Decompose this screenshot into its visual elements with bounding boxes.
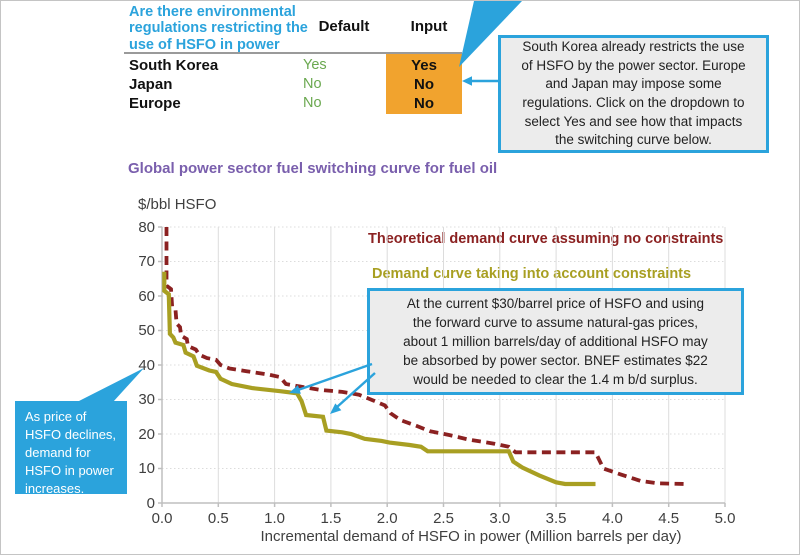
legend-constrained-curve: Demand curve taking into account constra… xyxy=(372,266,692,282)
default-value-south-korea: Yes xyxy=(303,57,327,73)
input-column-highlight xyxy=(386,54,462,114)
x-tick-label: 1.0 xyxy=(264,510,286,527)
y-tick-label: 50 xyxy=(138,322,155,339)
country-label-europe: Europe xyxy=(129,95,181,112)
chart-axes xyxy=(158,226,726,507)
y-tick-label: 70 xyxy=(138,253,155,270)
callout-price-note: At the current $30/barrel price of HSFO … xyxy=(367,288,744,395)
y-tick-label: 80 xyxy=(138,218,155,236)
x-tick-label: 4.0 xyxy=(601,510,623,527)
table-row: Europe No No xyxy=(1,94,799,113)
input-dropdown-europe[interactable]: No xyxy=(414,95,434,112)
default-value-europe: No xyxy=(303,95,322,111)
x-tick-label: 4.5 xyxy=(658,510,680,527)
table-header-rule xyxy=(124,52,462,54)
legend-theoretical-curve: Theoretical demand curve assuming no con… xyxy=(368,231,724,247)
x-tick-label: 2.5 xyxy=(433,510,454,527)
callout-regulation-note: South Korea already restricts the use of… xyxy=(498,35,769,153)
x-axis-title: Incremental demand of HSFO in power (Mil… xyxy=(260,528,682,545)
y-axis-unit-label: $/bbl HSFO xyxy=(138,196,217,213)
x-tick-label: 5.0 xyxy=(714,510,736,527)
y-tick-label: 0 xyxy=(146,494,155,512)
country-label-japan: Japan xyxy=(129,76,173,93)
column-header-input: Input xyxy=(410,18,448,35)
regulation-question-label: Are there environmental regulations rest… xyxy=(129,4,308,53)
series-constrained xyxy=(162,271,596,487)
table-row: South Korea Yes Yes xyxy=(1,56,799,75)
x-tick-label: 0.5 xyxy=(207,510,229,527)
x-tick-label: 2.0 xyxy=(376,510,398,527)
y-tick-label: 20 xyxy=(138,425,155,443)
y-tick-label: 10 xyxy=(138,460,155,477)
column-header-default: Default xyxy=(318,18,370,35)
country-label-south-korea: South Korea xyxy=(129,57,219,74)
chart-title: Global power sector fuel switching curve… xyxy=(128,160,498,177)
input-dropdown-south-korea[interactable]: Yes xyxy=(411,57,437,74)
default-value-japan: No xyxy=(303,76,322,92)
table-row: Japan No No xyxy=(1,75,799,94)
callout-price-decline-note: As price of HSFO declines, demand for HS… xyxy=(15,401,127,496)
y-tick-label: 60 xyxy=(138,287,155,305)
x-tick-label: 1.5 xyxy=(320,510,342,527)
input-dropdown-japan[interactable]: No xyxy=(414,76,434,93)
x-tick-label: 3.5 xyxy=(545,510,567,527)
x-tick-label: 3.0 xyxy=(489,510,511,527)
x-tick-label: 0.0 xyxy=(151,510,173,527)
y-tick-label: 40 xyxy=(138,356,155,374)
